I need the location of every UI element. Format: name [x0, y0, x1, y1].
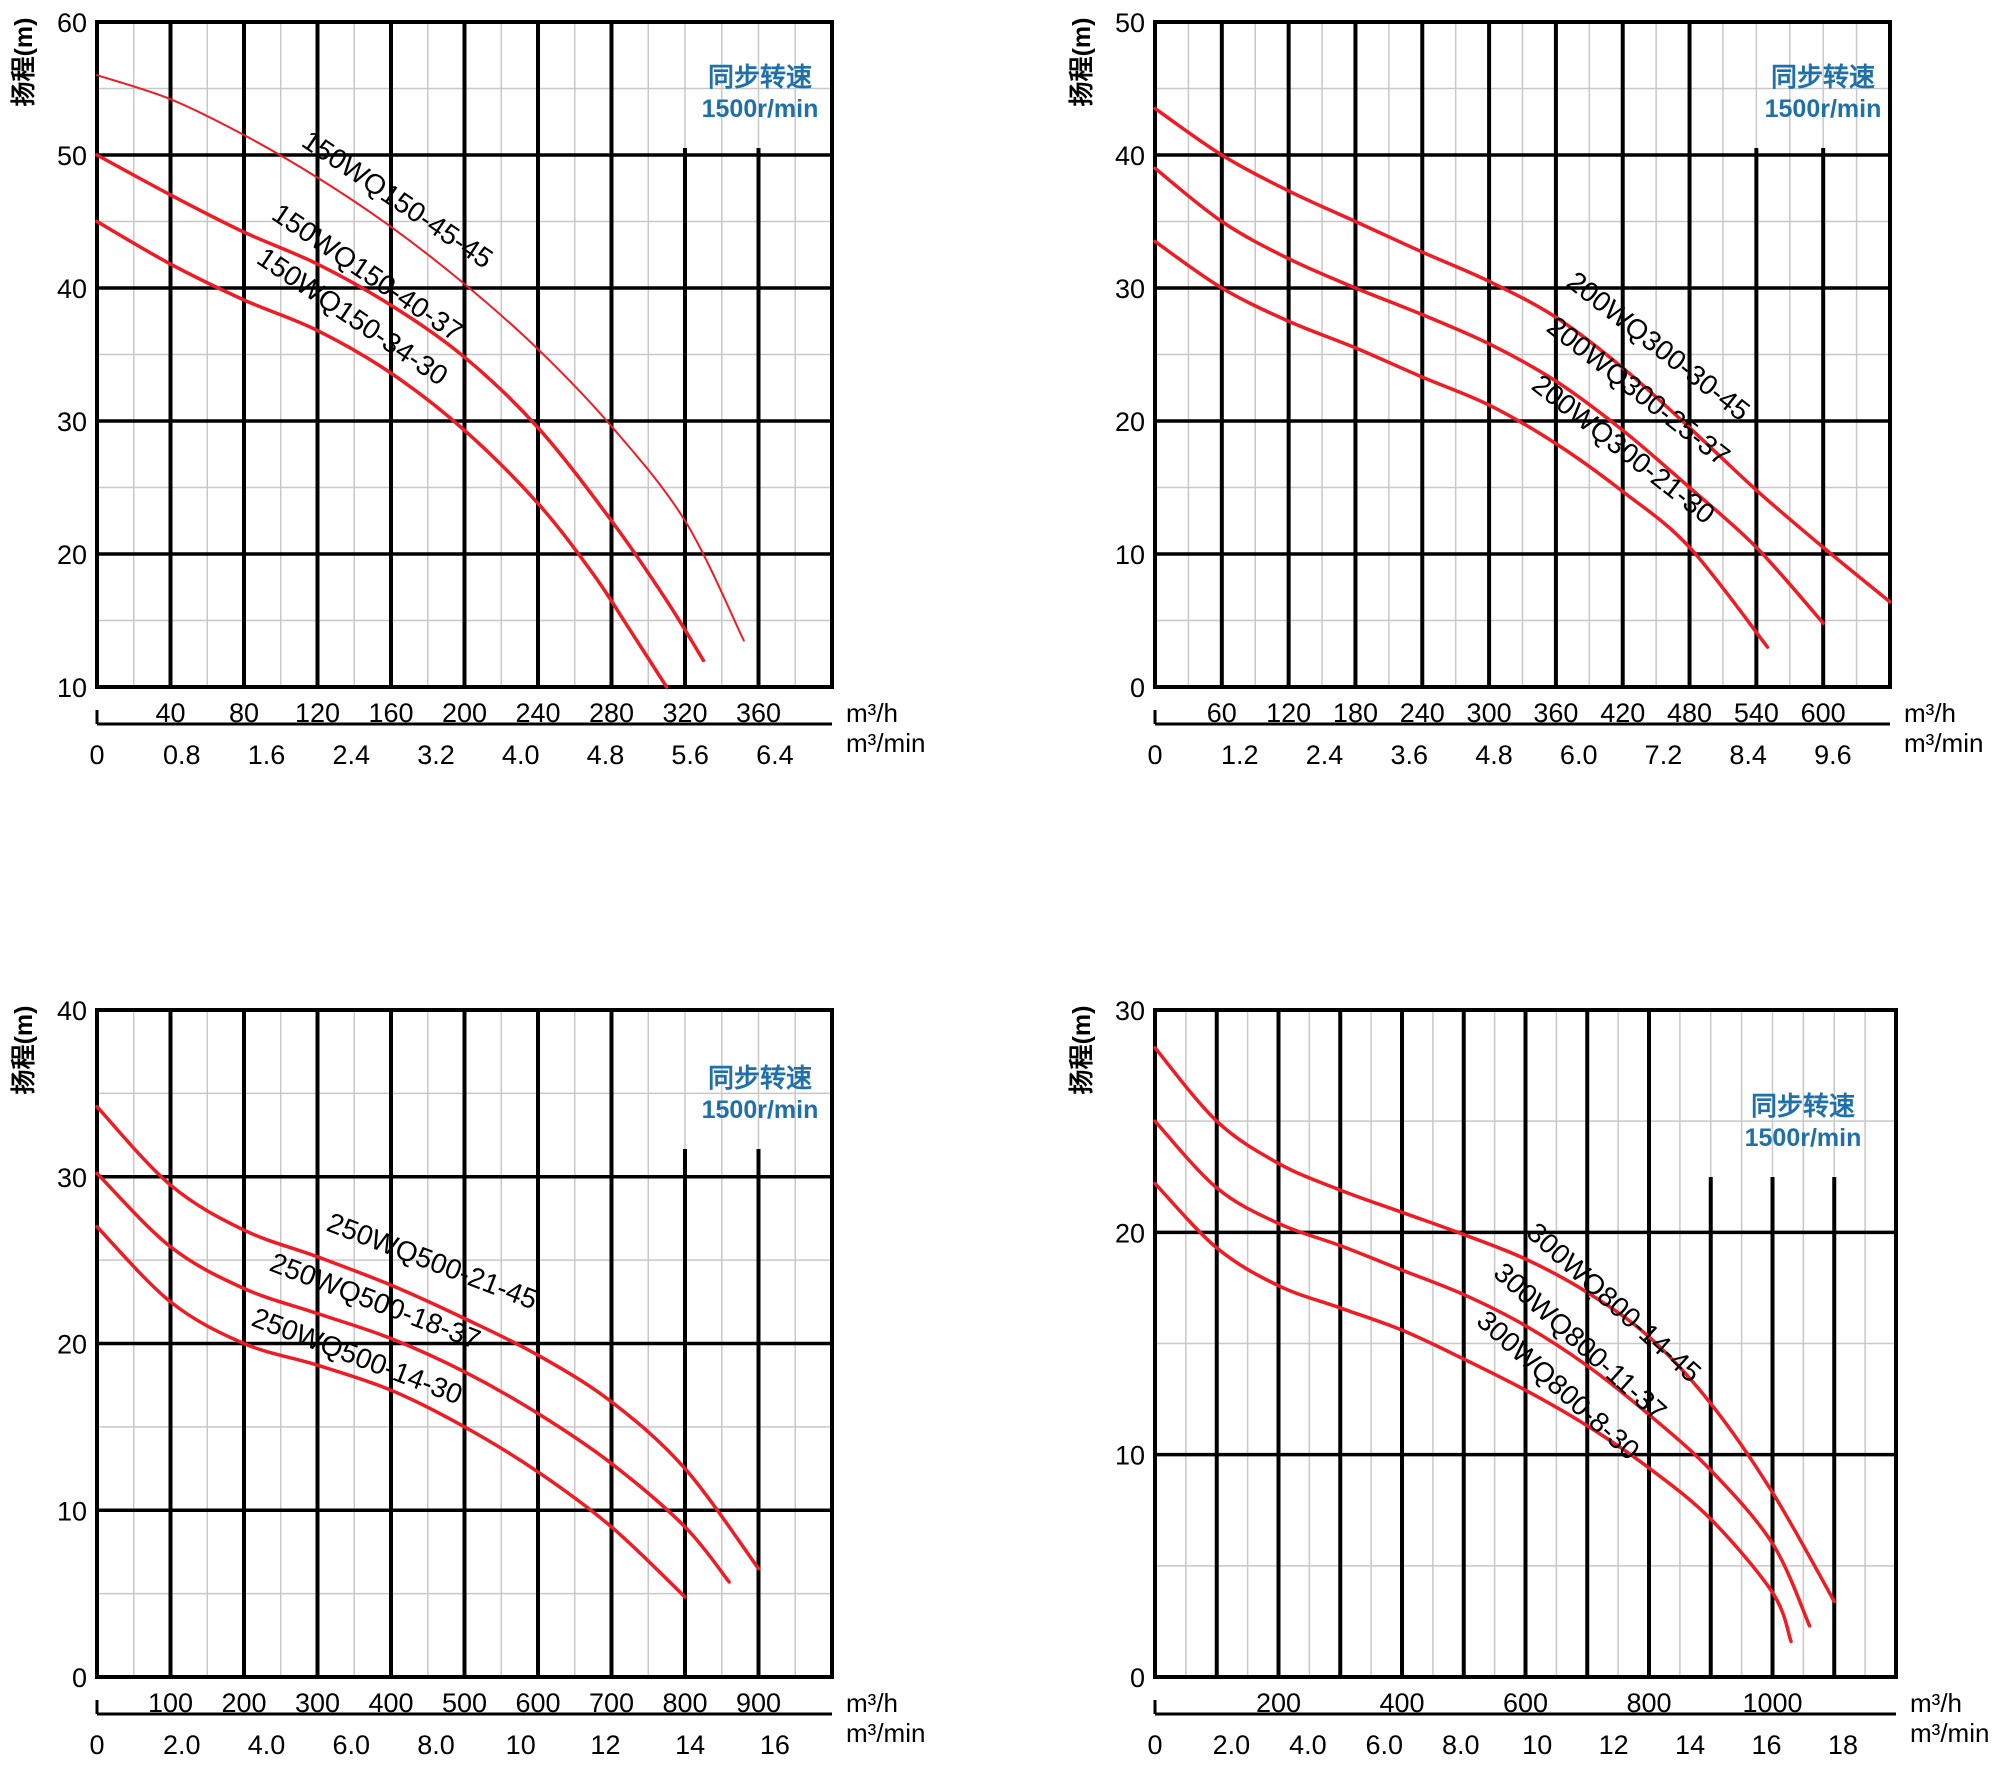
speed-label: 同步转速 — [708, 62, 812, 92]
y-tick-label: 50 — [57, 141, 87, 171]
y-tick-label: 40 — [1115, 141, 1145, 171]
x2-axis-unit: m³/min — [1904, 728, 1983, 758]
x2-axis-unit: m³/min — [846, 1718, 925, 1748]
x2-tick-label: 0 — [89, 740, 104, 770]
x2-tick-label: 0 — [89, 1730, 104, 1760]
x2-tick-label: 18 — [1828, 1730, 1858, 1760]
y-axis-label: 扬程(m) — [1068, 1006, 1096, 1095]
y-tick-label: 20 — [57, 1330, 87, 1360]
x2-tick-label: 2.4 — [1306, 740, 1344, 770]
series-line — [95, 1225, 687, 1599]
x2-tick-label: 4.8 — [1475, 740, 1513, 770]
x2-tick-label: 10 — [506, 1730, 536, 1760]
series-line — [95, 1104, 761, 1571]
x2-tick-label: 2.0 — [163, 1730, 201, 1760]
speed-value: 1500r/min — [702, 1096, 819, 1124]
y-tick-label: 30 — [1115, 274, 1145, 304]
speed-label: 同步转速 — [1751, 1091, 1855, 1121]
series-line — [95, 153, 706, 663]
x2-tick-label: 2.0 — [1213, 1730, 1251, 1760]
speed-value: 1500r/min — [1765, 95, 1882, 123]
series-line — [95, 1171, 731, 1584]
plot-frame — [95, 1008, 834, 1679]
y-tick-label: 10 — [57, 673, 87, 703]
x2-tick-label: 6.4 — [756, 740, 794, 770]
x2-tick-label: 12 — [1599, 1730, 1629, 1760]
x2-tick-label: 6.0 — [1366, 1730, 1404, 1760]
x2-axis-unit: m³/min — [1910, 1718, 1989, 1748]
y-tick-label: 30 — [1115, 996, 1145, 1026]
x2-tick-label: 8.0 — [1442, 1730, 1480, 1760]
x2-axis-unit: m³/min — [846, 728, 925, 758]
x2-tick-label: 4.8 — [587, 740, 625, 770]
y-tick-label: 10 — [1115, 540, 1145, 570]
x2-tick-label: 1.6 — [248, 740, 286, 770]
series-line — [1153, 1119, 1812, 1628]
x-axis-unit: m³/h — [846, 1688, 898, 1718]
y-tick-label: 30 — [57, 407, 87, 437]
speed-value: 1500r/min — [1745, 1124, 1862, 1152]
y-axis-label: 扬程(m) — [1068, 18, 1096, 107]
x2-tick-label: 3.6 — [1390, 740, 1428, 770]
series-line — [96, 74, 745, 642]
speed-value: 1500r/min — [702, 95, 819, 123]
x-axis-unit: m³/h — [846, 698, 898, 728]
y-tick-label: 60 — [57, 8, 87, 38]
x2-tick-label: 4.0 — [1289, 1730, 1327, 1760]
x2-tick-label: 10 — [1522, 1730, 1552, 1760]
x2-tick-label: 14 — [1675, 1730, 1705, 1760]
y-tick-label: 20 — [1115, 407, 1145, 437]
x2-tick-label: 4.0 — [502, 740, 540, 770]
y-axis-label: 扬程(m) — [10, 18, 38, 107]
speed-label: 同步转速 — [1771, 62, 1875, 92]
y-tick-label: 40 — [57, 996, 87, 1026]
plot-frame — [95, 20, 834, 689]
x2-tick-label: 7.2 — [1645, 740, 1683, 770]
series-line — [1153, 1046, 1836, 1604]
y-tick-label: 20 — [1115, 1218, 1145, 1248]
y-tick-label: 0 — [1130, 1663, 1145, 1693]
series-line — [1153, 166, 1825, 625]
y-tick-label: 0 — [72, 1663, 87, 1693]
y-tick-label: 10 — [1115, 1441, 1145, 1471]
x2-tick-label: 8.4 — [1729, 740, 1767, 770]
plot-frame — [1153, 1008, 1898, 1679]
y-tick-label: 20 — [57, 540, 87, 570]
x2-tick-label: 4.0 — [248, 1730, 286, 1760]
x2-tick-label: 2.4 — [332, 740, 370, 770]
y-tick-label: 30 — [57, 1163, 87, 1193]
x-axis-unit: m³/h — [1904, 698, 1956, 728]
series-line — [1153, 106, 1892, 604]
plot-frame — [1153, 20, 1892, 689]
series-line — [95, 219, 669, 689]
x2-tick-label: 9.6 — [1814, 740, 1852, 770]
x2-tick-label: 12 — [590, 1730, 620, 1760]
y-axis-label: 扬程(m) — [10, 1006, 38, 1095]
x2-tick-label: 3.2 — [417, 740, 455, 770]
x2-tick-label: 16 — [760, 1730, 790, 1760]
y-tick-label: 0 — [1130, 673, 1145, 703]
x2-tick-label: 0 — [1147, 740, 1162, 770]
series-line — [1153, 239, 1770, 649]
x-axis-unit: m³/h — [1910, 1688, 1962, 1718]
y-tick-label: 10 — [57, 1496, 87, 1526]
x2-tick-label: 6.0 — [1560, 740, 1598, 770]
x2-tick-label: 1.2 — [1221, 740, 1259, 770]
y-tick-label: 40 — [57, 274, 87, 304]
series-line — [1153, 1181, 1793, 1644]
x2-tick-label: 0 — [1147, 1730, 1162, 1760]
x2-tick-label: 14 — [675, 1730, 705, 1760]
x2-tick-label: 0.8 — [163, 740, 201, 770]
x2-tick-label: 5.6 — [671, 740, 709, 770]
x2-tick-label: 6.0 — [332, 1730, 370, 1760]
speed-label: 同步转速 — [708, 1063, 812, 1093]
x2-tick-label: 8.0 — [417, 1730, 455, 1760]
x2-tick-label: 16 — [1751, 1730, 1781, 1760]
y-tick-label: 50 — [1115, 8, 1145, 38]
